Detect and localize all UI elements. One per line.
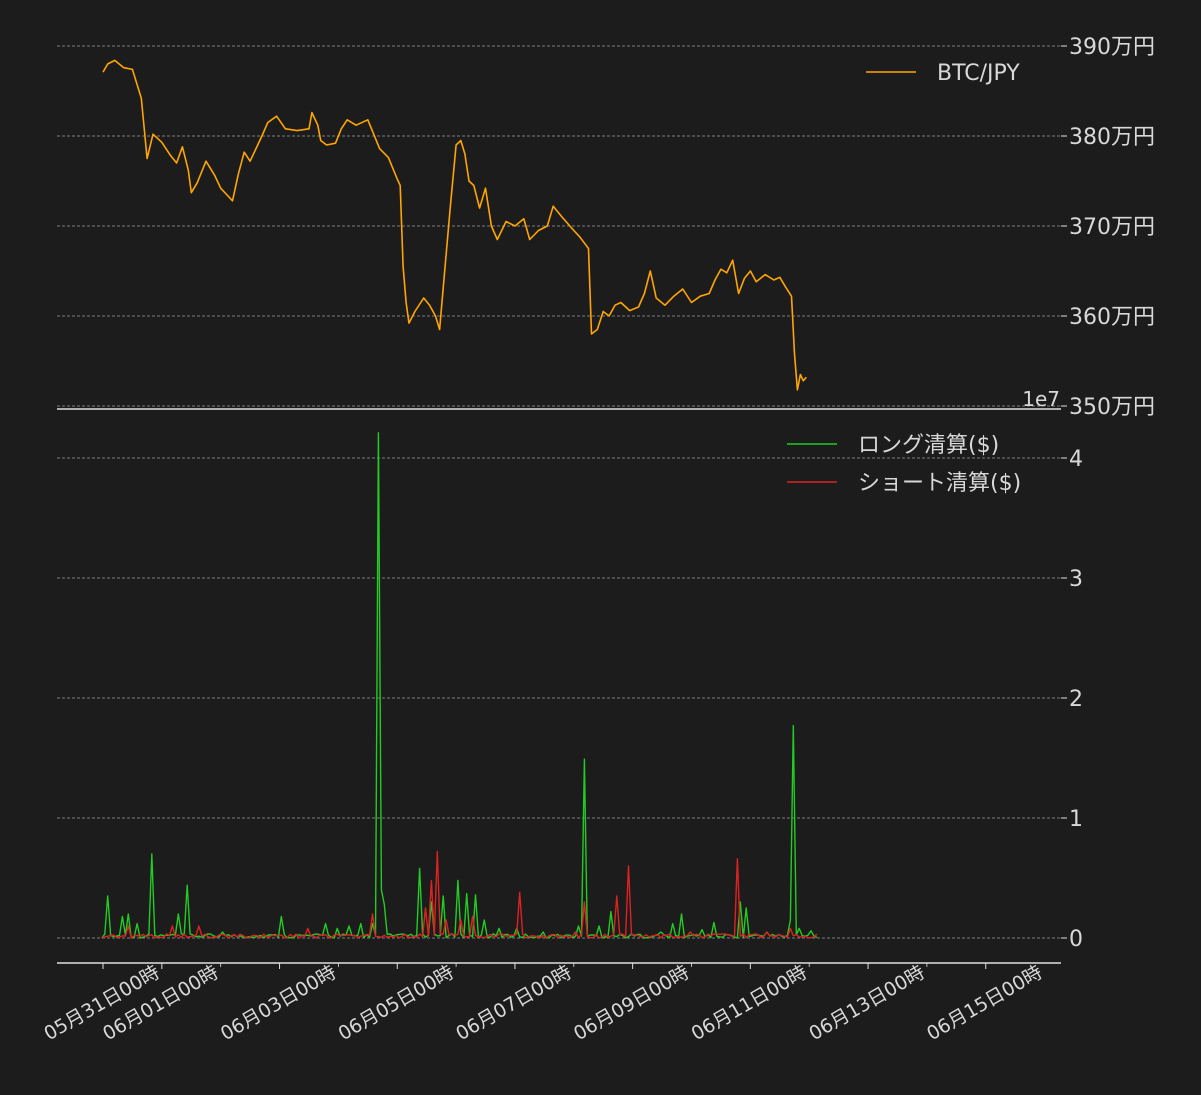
price-legend: BTC/JPY [866, 61, 1020, 86]
liquidation-y-tick-label: 2 [1069, 687, 1083, 712]
legend-label-short: ショート清算($) [858, 471, 1021, 496]
liquidation-y-tick-label: 3 [1069, 567, 1083, 592]
liquidation-y-tick-label: 0 [1069, 927, 1083, 952]
btc-jpy-line [102, 59, 807, 391]
liquidation-gridlines [57, 457, 1061, 939]
legend-label-long: ロング清算($) [858, 433, 999, 458]
price-y-tick-label: 360万円 [1069, 305, 1155, 330]
liquidation-y-tick-label: 1 [1069, 807, 1083, 832]
legend-label-btc-jpy: BTC/JPY [937, 61, 1020, 86]
price-y-tick-label: 390万円 [1069, 35, 1155, 60]
price-panel: 350万円 360万円 370万円 380万円 390万円 BTC/JPY [57, 35, 1155, 420]
liquidation-y-tick-label: 4 [1069, 447, 1083, 472]
price-y-tick-label: 370万円 [1069, 215, 1155, 240]
price-series [102, 59, 807, 391]
price-y-ticks: 350万円 360万円 370万円 380万円 390万円 [1061, 35, 1155, 420]
liquidation-legend: ロング清算($) ショート清算($) [787, 433, 1021, 496]
liquidation-panel: 0 1 2 3 4 ロング清算($) ショート清算($) [57, 432, 1083, 952]
price-y-tick-label: 350万円 [1069, 395, 1155, 420]
price-y-tick-label: 380万円 [1069, 125, 1155, 150]
scale-label: 1e7 [1022, 387, 1060, 411]
price-gridlines [57, 45, 1061, 407]
liquidation-y-ticks: 0 1 2 3 4 [1061, 447, 1083, 952]
short-liquidation-line [101, 850, 818, 939]
liquidation-series [101, 432, 818, 939]
